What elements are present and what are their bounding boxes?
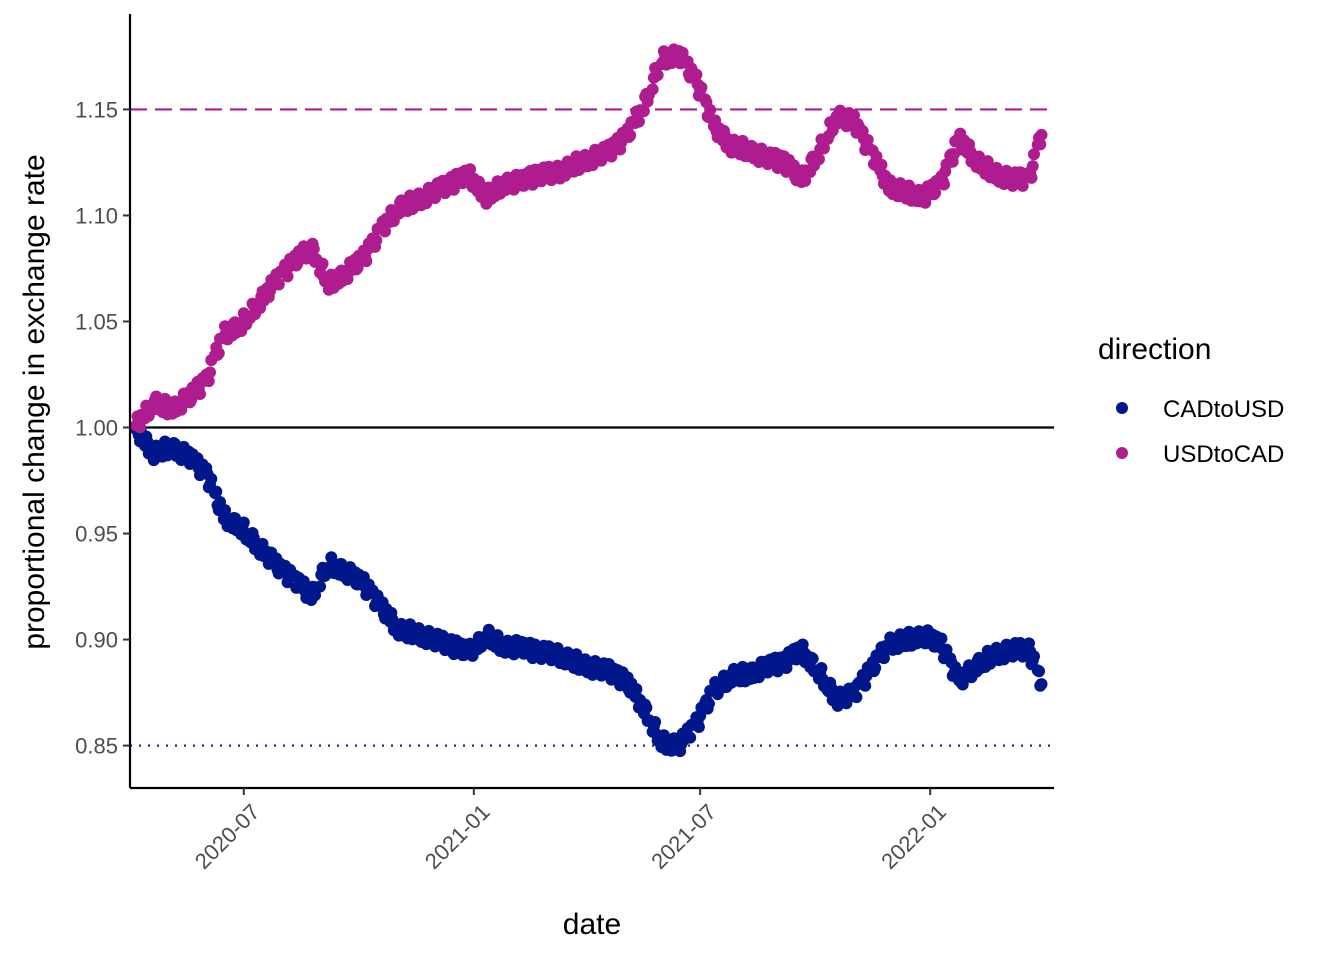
data-point-cadtousd [1032, 665, 1045, 678]
x-tick-label: 2022-01 [876, 799, 951, 874]
data-point-cadtousd [237, 516, 250, 529]
y-tick-label: 0.95 [75, 522, 118, 547]
data-point-usdtocad [1027, 148, 1040, 161]
data-point-cadtousd [210, 485, 223, 498]
legend-marker-cadtousd [1116, 402, 1128, 414]
data-point-usdtocad [316, 257, 329, 270]
data-point-cadtousd [684, 731, 697, 744]
data-point-usdtocad [1025, 171, 1038, 184]
data-point-cadtousd [935, 632, 948, 645]
data-point-usdtocad [212, 347, 225, 360]
data-point-usdtocad [1034, 138, 1047, 151]
data-point-cadtousd [702, 697, 715, 710]
data-point-usdtocad [272, 278, 285, 291]
data-point-usdtocad [379, 225, 392, 238]
data-point-usdtocad [360, 255, 373, 268]
data-point-usdtocad [624, 129, 637, 142]
data-point-usdtocad [1016, 179, 1029, 192]
data-point-cadtousd [1035, 678, 1048, 691]
series-usdtocad [130, 43, 1048, 434]
data-point-usdtocad [194, 387, 207, 400]
data-point-usdtocad [637, 105, 650, 118]
y-tick-label: 1.15 [75, 97, 118, 122]
data-point-cadtousd [877, 652, 890, 665]
data-point-usdtocad [651, 69, 664, 82]
data-point-usdtocad [370, 234, 383, 247]
data-point-usdtocad [464, 163, 477, 176]
x-tick-label: 2021-07 [646, 799, 721, 874]
data-point-cadtousd [482, 623, 495, 636]
data-point-usdtocad [1035, 128, 1048, 141]
y-tick-label: 1.05 [75, 309, 118, 334]
y-tick-label: 0.90 [75, 628, 118, 653]
data-point-cadtousd [205, 472, 218, 485]
data-point-usdtocad [134, 421, 147, 434]
data-point-usdtocad [646, 83, 659, 96]
data-point-cadtousd [649, 716, 662, 729]
reference-lines [130, 108, 1054, 747]
data-point-usdtocad [727, 133, 740, 146]
data-point-usdtocad [517, 179, 530, 192]
data-point-cadtousd [314, 580, 327, 593]
data-point-cadtousd [526, 652, 539, 665]
data-point-usdtocad [704, 103, 717, 116]
data-point-usdtocad [695, 81, 708, 94]
data-point-usdtocad [605, 150, 618, 163]
legend-label-usdtocad: USDtoCAD [1163, 441, 1284, 468]
axes [128, 14, 1054, 790]
legend-label-cadtousd: CADtoUSD [1163, 396, 1284, 423]
data-point-cadtousd [806, 652, 819, 665]
data-point-usdtocad [875, 158, 888, 171]
x-tick-label: 2021-01 [420, 799, 495, 874]
y-tick-label: 1.00 [75, 416, 118, 441]
data-point-cadtousd [630, 683, 643, 696]
data-point-usdtocad [861, 133, 874, 146]
legend: direction CADtoUSD USDtoCAD [1098, 333, 1284, 468]
data-point-cadtousd [640, 701, 653, 714]
data-point-usdtocad [690, 68, 703, 81]
data-point-usdtocad [632, 115, 645, 128]
y-axis-title: proportional change in exchange rate [18, 154, 51, 649]
data-point-cadtousd [869, 661, 882, 674]
data-point-usdtocad [817, 142, 830, 155]
data-point-usdtocad [1026, 160, 1039, 173]
data-point-usdtocad [929, 186, 942, 199]
legend-title: direction [1098, 333, 1211, 366]
data-point-cadtousd [859, 679, 872, 692]
data-point-usdtocad [812, 153, 825, 166]
data-points [130, 43, 1048, 758]
x-axis-title: date [563, 908, 621, 941]
data-point-usdtocad [799, 174, 812, 187]
data-point-usdtocad [981, 155, 994, 168]
data-point-cadtousd [1027, 650, 1040, 663]
y-tick-label: 0.85 [75, 734, 118, 759]
data-point-usdtocad [937, 178, 950, 191]
data-point-cadtousd [815, 661, 828, 674]
data-point-cadtousd [692, 720, 705, 733]
data-point-cadtousd [850, 691, 863, 704]
data-point-usdtocad [204, 366, 217, 379]
legend-marker-usdtocad [1116, 447, 1128, 459]
x-tick-label: 2020-07 [190, 799, 265, 874]
data-point-usdtocad [281, 270, 294, 283]
data-point-usdtocad [307, 242, 320, 255]
data-point-usdtocad [202, 375, 215, 388]
y-tick-label: 1.10 [75, 203, 118, 228]
series-cadtousd [130, 417, 1048, 758]
data-point-cadtousd [247, 531, 260, 544]
data-point-cadtousd [395, 617, 408, 630]
data-point-usdtocad [351, 261, 364, 274]
